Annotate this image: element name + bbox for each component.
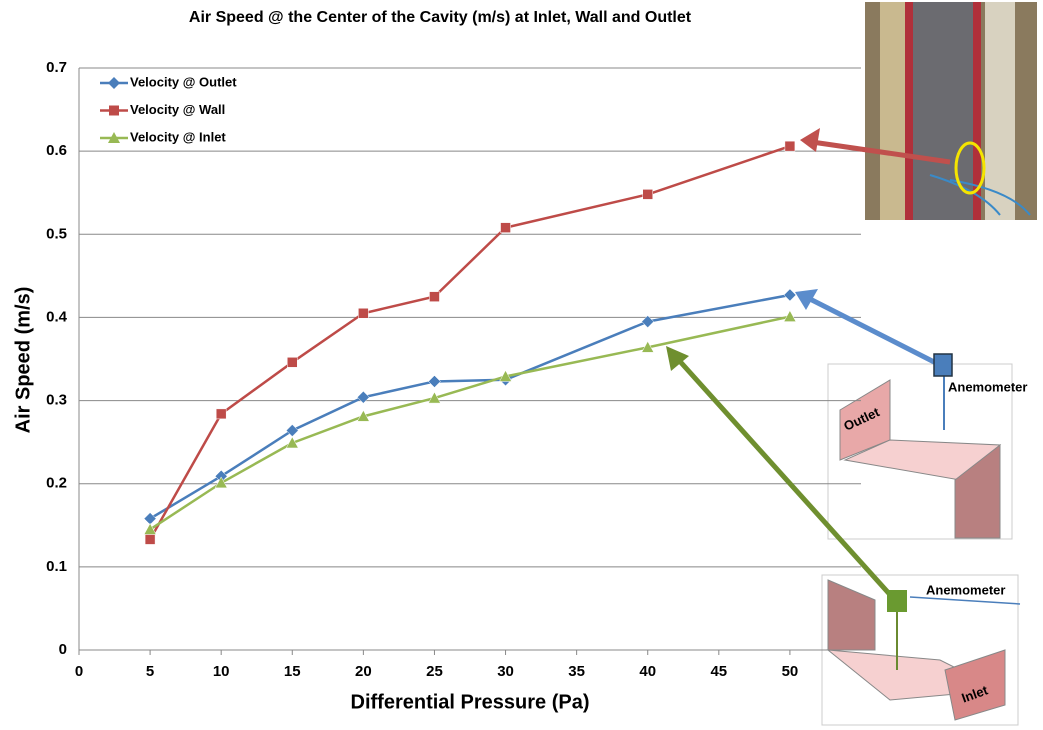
legend-item: Velocity @ Inlet	[100, 129, 226, 144]
marker	[214, 476, 228, 489]
marker	[356, 409, 370, 422]
legend-item: Velocity @ Outlet	[100, 74, 237, 89]
series-line	[149, 293, 791, 520]
x-tick-label: 25	[426, 663, 443, 680]
outlet-diagram: Outlet Anemometer	[827, 363, 1027, 540]
marker	[215, 408, 227, 420]
series-line	[149, 315, 791, 531]
marker	[143, 512, 157, 525]
legend-label: Velocity @ Wall	[130, 102, 225, 117]
y-tick-label: 0.6	[46, 142, 67, 159]
legend-item: Velocity @ Wall	[100, 102, 225, 117]
inlet-diagram: Anemometer Inlet	[821, 574, 1021, 726]
y-tick-label: 0.1	[46, 558, 67, 575]
x-tick-label: 10	[213, 663, 230, 680]
x-tick-label: 0	[75, 663, 83, 680]
y-tick-label: 0.7	[46, 59, 67, 76]
marker	[287, 357, 298, 368]
x-tick-label: 15	[284, 663, 301, 680]
y-tick-label: 0	[59, 641, 67, 658]
marker	[109, 105, 119, 116]
marker	[641, 340, 655, 353]
x-tick-label: 35	[568, 663, 585, 680]
marker	[783, 310, 797, 322]
marker	[429, 291, 440, 302]
marker	[784, 140, 796, 152]
series-line	[149, 144, 791, 541]
y-axis-label: Air Speed (m/s)	[12, 287, 34, 434]
marker	[358, 308, 369, 319]
photo	[865, 2, 1037, 220]
x-tick-label: 30	[497, 663, 514, 680]
annotation: Anemometer	[926, 582, 1005, 597]
marker	[143, 522, 157, 535]
marker	[285, 424, 299, 437]
plot-area: 0 0.1 0.2 0.3 0.4 0.5 0.6 0.7 0 5 10 15 20 25 30 35 40 45…	[46, 59, 861, 680]
y-tick-label: 0.3	[46, 392, 67, 409]
y-tick-label: 0.4	[46, 308, 68, 325]
arrows	[666, 128, 953, 612]
marker	[642, 189, 653, 200]
legend-label: Velocity @ Outlet	[130, 74, 237, 89]
x-tick-label: 45	[710, 663, 727, 680]
marker	[285, 436, 299, 449]
marker	[428, 391, 441, 404]
marker	[783, 288, 797, 302]
marker	[144, 534, 156, 545]
x-tick-label: 50	[782, 663, 799, 680]
x-tick-label: 20	[355, 663, 372, 680]
annotation: Anemometer	[948, 379, 1027, 394]
legend-label: Velocity @ Inlet	[130, 129, 226, 144]
marker	[641, 315, 655, 328]
marker	[500, 222, 511, 233]
marker	[357, 390, 370, 404]
x-tick-label: 40	[639, 663, 656, 680]
marker	[108, 132, 120, 143]
y-tick-label: 0.5	[46, 225, 67, 242]
x-axis-label: Differential Pressure (Pa)	[351, 691, 590, 713]
marker	[428, 375, 441, 388]
chart-title: Air Speed @ the Center of the Cavity (m/…	[189, 9, 692, 26]
y-tick-label: 0.2	[46, 475, 67, 492]
marker	[499, 369, 512, 382]
marker	[108, 77, 120, 89]
x-tick-label: 5	[146, 663, 154, 680]
